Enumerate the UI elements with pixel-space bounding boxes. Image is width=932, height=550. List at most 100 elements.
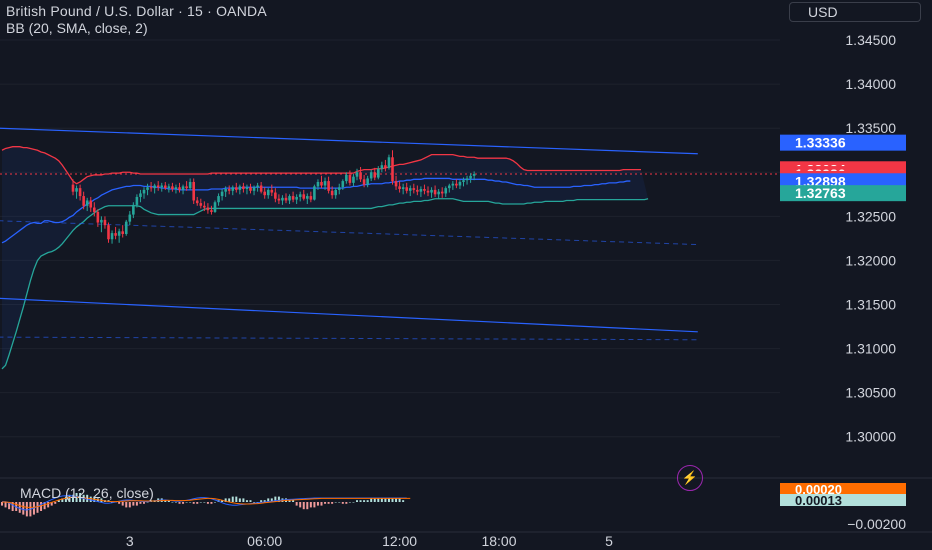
macd-histogram-bar bbox=[132, 502, 135, 506]
candle-body bbox=[362, 179, 366, 185]
candle-body bbox=[355, 172, 359, 177]
macd-histogram-bar bbox=[345, 502, 348, 504]
candle-body bbox=[430, 189, 433, 193]
macd-histogram-bar bbox=[391, 498, 394, 502]
candle-body bbox=[348, 174, 352, 183]
macd-histogram-bar bbox=[139, 502, 142, 504]
macd-histogram-bar bbox=[380, 498, 383, 502]
macd-histogram-bar bbox=[370, 498, 373, 502]
candle-body bbox=[277, 198, 281, 201]
price-tick-label: 1.31000 bbox=[845, 341, 896, 357]
candle-body bbox=[135, 196, 139, 205]
candle-body bbox=[93, 207, 96, 212]
candle-body bbox=[245, 187, 249, 190]
candle-body bbox=[426, 190, 430, 193]
time-tick-label: 3 bbox=[126, 533, 134, 549]
currency-selector[interactable]: USD bbox=[789, 2, 921, 22]
candle-body bbox=[302, 194, 306, 199]
macd-histogram-bar bbox=[295, 502, 298, 506]
candle-body bbox=[188, 181, 192, 189]
candle-body bbox=[323, 181, 327, 186]
macd-histogram-bar bbox=[210, 502, 213, 504]
macd-histogram-bar bbox=[18, 502, 21, 513]
macd-histogram-bar bbox=[334, 502, 337, 503]
price-label: 1.32763 bbox=[780, 185, 906, 202]
price-tick-label: 1.32000 bbox=[845, 252, 896, 268]
candle-body bbox=[171, 186, 174, 190]
macd-histogram-bar bbox=[356, 500, 358, 502]
macd-histogram-bar bbox=[121, 502, 124, 506]
candle-body bbox=[472, 174, 476, 176]
candle-body bbox=[401, 187, 405, 190]
candle-body bbox=[249, 187, 252, 191]
candle-body bbox=[210, 210, 213, 212]
macd-histogram-bar bbox=[8, 502, 11, 510]
macd-histogram-bar bbox=[68, 494, 71, 502]
macd-histogram-bar bbox=[167, 500, 170, 502]
candle-body bbox=[469, 175, 472, 179]
candle-body bbox=[341, 181, 345, 188]
macd-histogram-bar bbox=[64, 496, 67, 502]
candle-body bbox=[352, 176, 355, 183]
macd-histogram-bar bbox=[331, 502, 334, 504]
candle-body bbox=[128, 214, 132, 222]
macd-histogram-bar bbox=[402, 500, 405, 502]
macd-legend[interactable]: MACD (12, 26, close) bbox=[20, 485, 154, 501]
macd-histogram-bar bbox=[164, 500, 167, 502]
candle-body bbox=[387, 157, 391, 168]
macd-histogram-bar bbox=[324, 502, 327, 504]
candle-body bbox=[309, 196, 313, 200]
candle-body bbox=[96, 211, 100, 223]
macd-histogram-bar bbox=[47, 502, 50, 508]
time-axis[interactable]: 3 06:00 12:00 18:00 5 bbox=[0, 531, 932, 549]
macd-value-text: 0.00020 bbox=[795, 482, 842, 497]
indicator-lines bbox=[0, 127, 780, 370]
time-tick-label: 06:00 bbox=[247, 533, 282, 549]
candle-body bbox=[146, 187, 149, 190]
bollinger-legend[interactable]: BB (20, SMA, close, 2) bbox=[6, 20, 148, 36]
macd-histogram-bar bbox=[125, 502, 128, 508]
candle-body bbox=[334, 189, 337, 196]
time-tick-label: 18:00 bbox=[481, 533, 516, 549]
candle-body bbox=[377, 168, 380, 178]
candle-body bbox=[100, 219, 103, 223]
macd-histogram-bar bbox=[260, 500, 263, 502]
macd-histogram-bar bbox=[36, 502, 39, 513]
chart-title[interactable]: British Pound / U.S. Dollar · 15 · OANDA bbox=[6, 3, 267, 19]
candle-body bbox=[458, 181, 462, 186]
macd-histogram-bar bbox=[320, 502, 323, 506]
macd-value-box bbox=[780, 483, 906, 495]
candle-body bbox=[405, 187, 408, 191]
macd-histogram-bar bbox=[245, 500, 248, 502]
candle-body bbox=[337, 187, 341, 190]
candle-body bbox=[167, 186, 171, 189]
price-axis[interactable]: 1.345001.340001.335001.330001.325001.320… bbox=[780, 32, 906, 532]
macd-histogram-bar bbox=[72, 494, 74, 502]
macd-histogram-bar bbox=[341, 502, 344, 504]
candle-body bbox=[412, 188, 416, 190]
macd-pane bbox=[0, 477, 932, 517]
macd-histogram-bar bbox=[274, 496, 277, 502]
macd-histogram-bar bbox=[395, 498, 398, 502]
macd-value-box bbox=[780, 494, 906, 506]
candle-body bbox=[242, 186, 245, 190]
candle-body bbox=[284, 197, 288, 201]
macd-histogram-bar bbox=[256, 502, 259, 503]
candle-body bbox=[103, 219, 107, 226]
macd-histogram-bar bbox=[199, 502, 202, 503]
macd-histogram-bar bbox=[348, 502, 351, 503]
candle-body bbox=[227, 189, 231, 191]
lightning-icon[interactable]: ⚡ bbox=[677, 465, 703, 491]
macd-histogram-bar bbox=[1, 502, 3, 506]
candle-body bbox=[288, 196, 291, 201]
candle-body bbox=[82, 196, 85, 206]
candle-body bbox=[121, 231, 124, 234]
candle-body bbox=[139, 193, 142, 197]
candle-body bbox=[181, 186, 185, 190]
candle-body bbox=[263, 191, 266, 196]
macd-histogram-bar bbox=[309, 502, 312, 508]
candle-body bbox=[213, 202, 217, 212]
macd-histogram-bar bbox=[135, 502, 138, 506]
macd-histogram-bar bbox=[221, 500, 224, 502]
